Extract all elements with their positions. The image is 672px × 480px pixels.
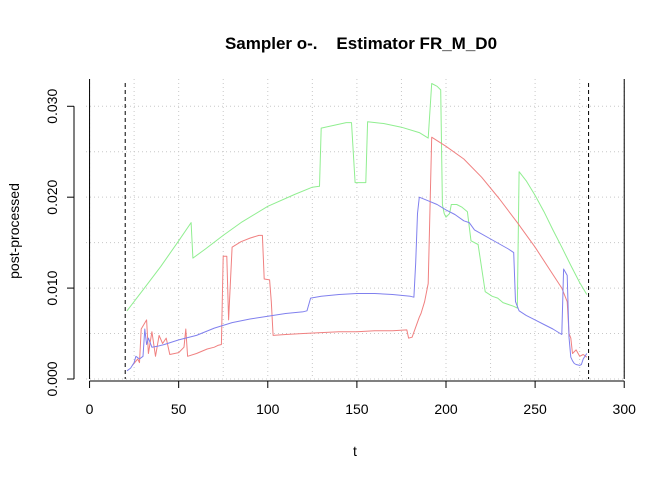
series-line-3 xyxy=(126,196,588,372)
x-tick-label: 300 xyxy=(613,401,637,417)
series-line-2 xyxy=(131,136,588,366)
y-tick-label: 0.030 xyxy=(44,89,60,124)
grid xyxy=(86,79,626,380)
x-tick-label: 150 xyxy=(345,401,369,417)
reference-lines xyxy=(89,79,625,379)
axes: 0 50 100 150 200 250 300 0.000 0.010 0.020 0.030 xyxy=(44,89,636,417)
y-tick-label: 0.020 xyxy=(44,179,60,214)
series-lines xyxy=(126,83,588,372)
y-tick-label: 0.000 xyxy=(44,361,60,396)
x-axis-label: t xyxy=(353,443,357,459)
series-line-1 xyxy=(126,83,588,312)
y-tick-label: 0.010 xyxy=(44,270,60,305)
x-tick-label: 250 xyxy=(523,401,547,417)
chart-title: Sampler o-. Estimator FR_M_D0 xyxy=(225,34,497,53)
x-tick-label: 0 xyxy=(86,401,94,417)
x-tick-label: 50 xyxy=(171,401,187,417)
y-axis-label: post-processed xyxy=(6,183,22,279)
x-tick-label: 200 xyxy=(434,401,458,417)
x-tick-label: 100 xyxy=(256,401,280,417)
